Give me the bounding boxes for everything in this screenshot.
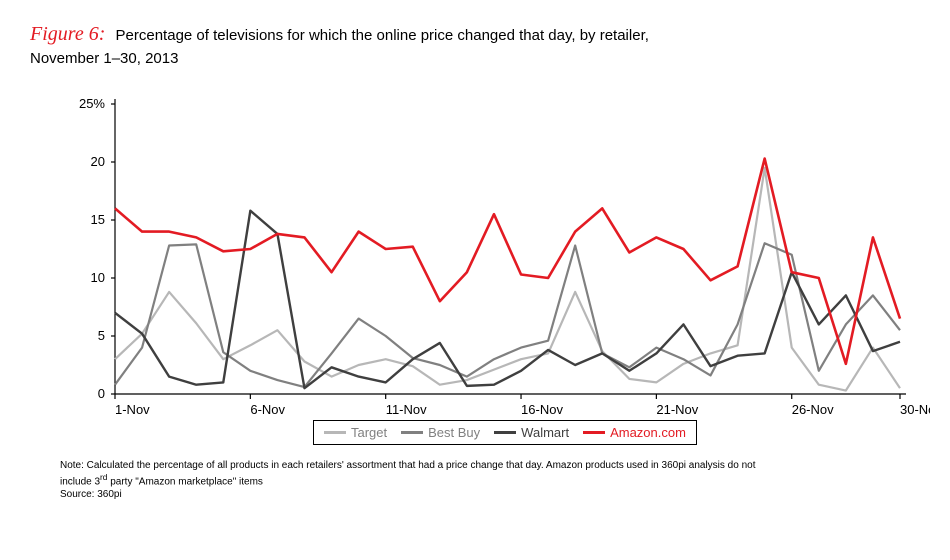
svg-text:25%: 25% <box>79 96 105 111</box>
figure-title: Figure 6: Percentage of televisions for … <box>30 20 920 69</box>
svg-text:6-Nov: 6-Nov <box>250 402 285 417</box>
figure-title-text-1: Percentage of televisions for which the … <box>116 27 649 44</box>
svg-text:11-Nov: 11-Nov <box>386 402 427 417</box>
figure-container: Figure 6: Percentage of televisions for … <box>0 0 950 501</box>
footnote-line3: Source: 360pi <box>60 489 122 500</box>
legend-label: Walmart <box>521 425 569 440</box>
svg-text:15: 15 <box>91 212 105 227</box>
figure-title-text-2: November 1–30, 2013 <box>30 50 178 67</box>
svg-text:1-Nov: 1-Nov <box>115 402 150 417</box>
footnote-line2-prefix: include 3 <box>60 476 100 487</box>
legend-label: Best Buy <box>428 425 480 440</box>
svg-text:10: 10 <box>91 270 105 285</box>
legend-swatch <box>494 431 516 434</box>
legend-item: Target <box>324 425 387 440</box>
legend-swatch <box>324 431 346 434</box>
chart-area: 0 5 10 15 20 25% 1-Nov 6-Nov 11-Nov 16-Nov 21-Nov 2… <box>60 84 920 449</box>
svg-text:5: 5 <box>98 328 105 343</box>
svg-text:16-Nov: 16-Nov <box>521 402 563 417</box>
legend-item: Walmart <box>494 425 569 440</box>
svg-text:21-Nov: 21-Nov <box>656 402 698 417</box>
legend-swatch <box>401 431 423 434</box>
chart-legend: Target Best Buy Walmart Amazon.com <box>313 420 697 445</box>
line-chart-svg: 0 5 10 15 20 25% 1-Nov 6-Nov 11-Nov 16-Nov 21-Nov 2… <box>60 84 930 444</box>
svg-text:20: 20 <box>91 154 105 169</box>
svg-text:26-Nov: 26-Nov <box>792 402 834 417</box>
legend-swatch <box>583 431 605 434</box>
legend-item: Amazon.com <box>583 425 686 440</box>
series-amazon-com <box>115 159 900 364</box>
footnote-line1: Note: Calculated the percentage of all p… <box>60 460 755 471</box>
legend-label: Target <box>351 425 387 440</box>
figure-footnote: Note: Calculated the percentage of all p… <box>60 459 920 501</box>
svg-text:0: 0 <box>98 386 105 401</box>
svg-text:30-Nov: 30-Nov <box>900 402 930 417</box>
legend-label: Amazon.com <box>610 425 686 440</box>
series-target <box>115 168 900 391</box>
footnote-line2-suffix: party "Amazon marketplace" items <box>107 476 263 487</box>
figure-number-label: Figure 6: <box>30 23 105 45</box>
legend-item: Best Buy <box>401 425 480 440</box>
